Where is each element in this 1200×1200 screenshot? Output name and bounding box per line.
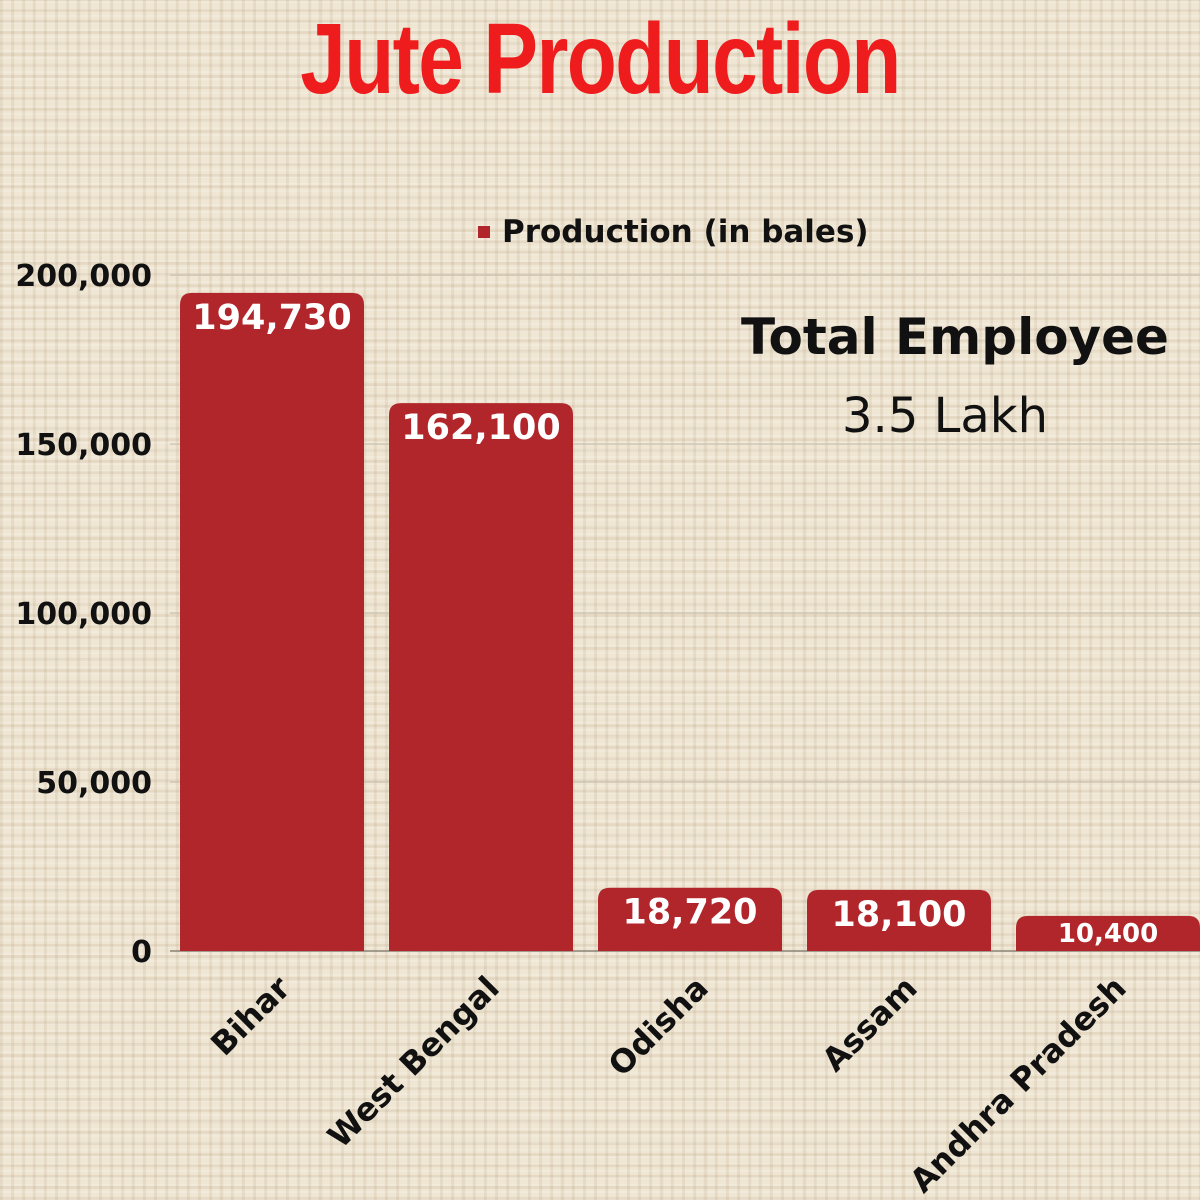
data-label: 162,100 bbox=[401, 408, 560, 448]
chart-title: Jute Production bbox=[300, 3, 901, 115]
y-tick-label: 150,000 bbox=[15, 428, 152, 463]
y-tick-label: 200,000 bbox=[15, 259, 152, 294]
legend: Production (in bales) bbox=[478, 210, 869, 254]
data-label: 18,100 bbox=[831, 895, 966, 935]
bar-odisha bbox=[598, 887, 782, 951]
legend-swatch bbox=[478, 226, 490, 238]
bar-bihar bbox=[180, 292, 364, 951]
bar-andhra-pradesh bbox=[1016, 915, 1200, 951]
x-category-label: Assam bbox=[814, 969, 924, 1079]
x-category-label: Bihar bbox=[203, 969, 298, 1064]
x-category-label: Andhra Pradesh bbox=[902, 969, 1133, 1200]
annotation-heading: Total Employee bbox=[741, 308, 1169, 366]
bar-west-bengal bbox=[389, 403, 573, 951]
x-category-label: Odisha bbox=[601, 969, 716, 1084]
bar-assam bbox=[807, 889, 991, 951]
data-label: 10,400 bbox=[1058, 919, 1158, 949]
data-label: 18,720 bbox=[622, 893, 757, 933]
data-label: 194,730 bbox=[192, 298, 351, 338]
y-tick-label: 50,000 bbox=[36, 766, 152, 801]
x-category-label: West Bengal bbox=[320, 969, 506, 1155]
y-tick-label: 0 bbox=[131, 935, 152, 970]
annotation-value: 3.5 Lakh bbox=[842, 388, 1048, 444]
y-tick-label: 100,000 bbox=[15, 597, 152, 632]
legend-label: Production (in bales) bbox=[502, 214, 869, 250]
